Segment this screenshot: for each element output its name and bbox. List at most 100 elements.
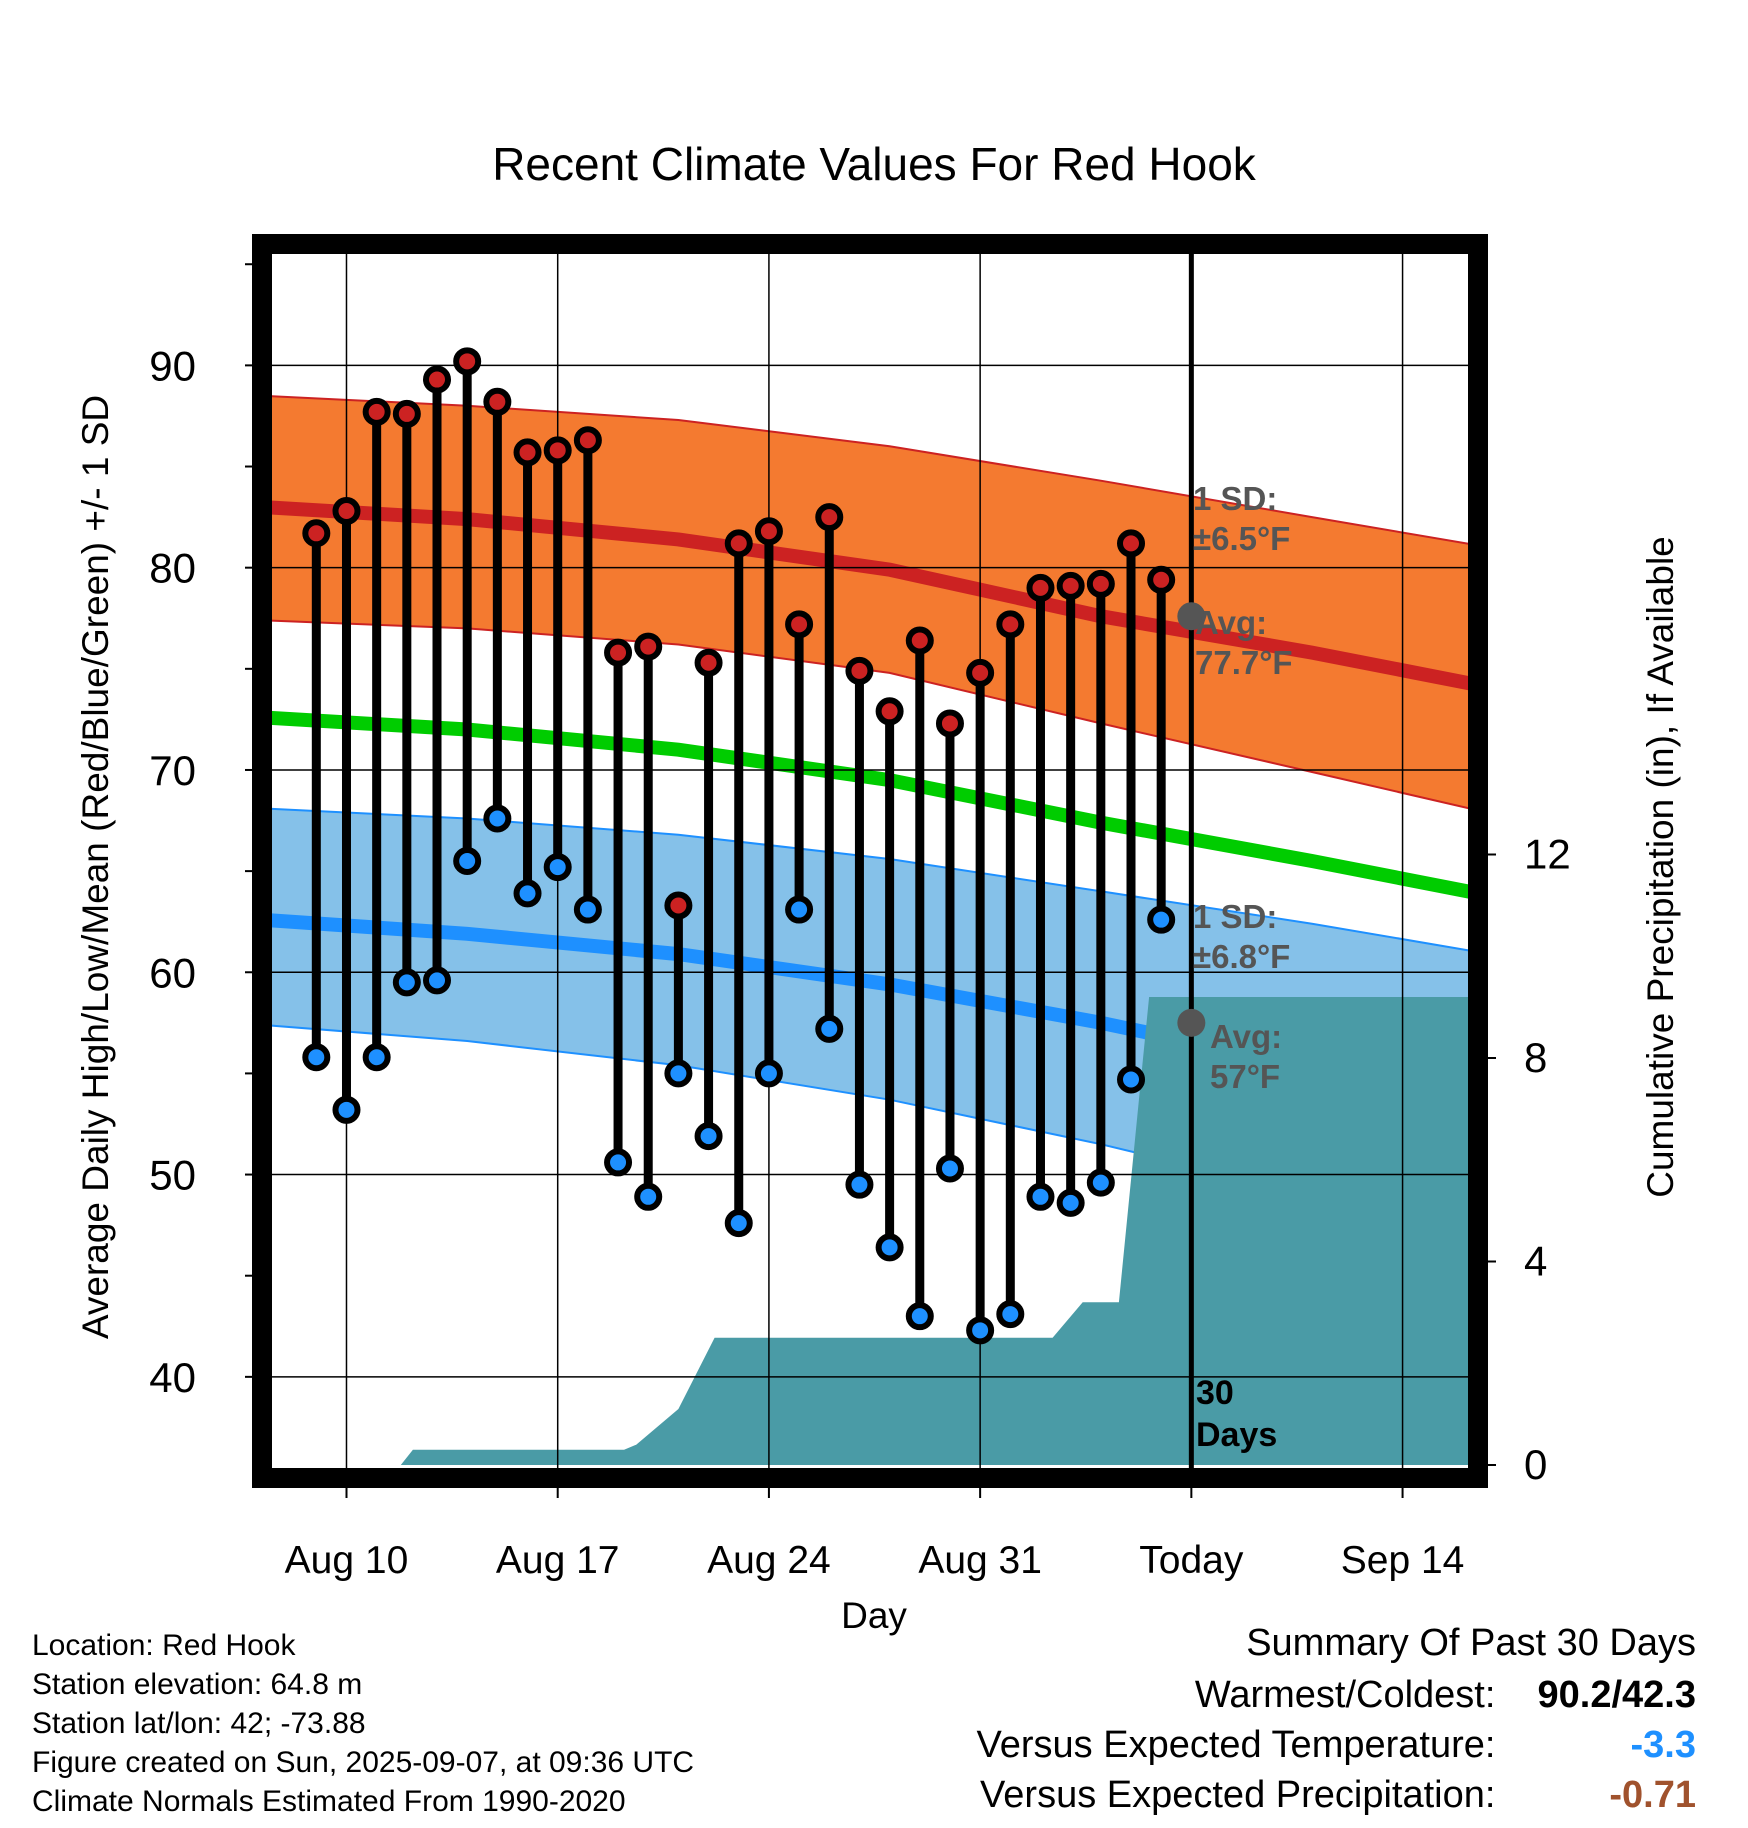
y-axis-label: Average Daily High/Low/Mean (Red/Blue/Gr…: [75, 395, 116, 1339]
summary-warm-cold: Warmest/Coldest: 90.2/42.3: [1195, 1674, 1696, 1717]
daily-high-point: [1147, 565, 1176, 594]
daily-high-point: [754, 517, 783, 546]
daily-low-point: [724, 1209, 753, 1238]
daily-high-point: [362, 397, 391, 426]
x-tick-label: Aug 10: [285, 1539, 409, 1582]
daily-low-point: [845, 1170, 874, 1199]
daily-low-point: [935, 1154, 964, 1183]
today-low-marker: [1177, 1008, 1206, 1037]
y-tick-label: 90: [149, 342, 196, 389]
daily-high-point: [1026, 573, 1055, 602]
latlon-text: Station lat/lon: 42; -73.88: [32, 1707, 366, 1740]
low-sd-value: ±6.8°F: [1193, 938, 1290, 975]
y-tick-label: 80: [149, 545, 196, 592]
daily-high-point: [573, 426, 602, 455]
y2-tick-label: 8: [1524, 1034, 1547, 1081]
high-avg-label: Avg:: [1195, 604, 1267, 641]
y-tick-label: 40: [149, 1354, 196, 1401]
daily-high-point: [1056, 571, 1085, 600]
daily-high-point: [453, 347, 482, 376]
daily-low-point: [362, 1043, 391, 1072]
x-tick-label: Today: [1139, 1539, 1244, 1582]
daily-low-point: [604, 1148, 633, 1177]
x-tick-label: Aug 24: [707, 1539, 831, 1582]
x-tick-label: Aug 17: [496, 1539, 620, 1582]
y2-tick-label: 4: [1524, 1238, 1547, 1285]
summary-precipitation: Versus Expected Precipitation: -0.71: [980, 1774, 1696, 1817]
daily-high-point: [996, 610, 1025, 639]
daily-high-point: [694, 648, 723, 677]
days-count-label: 30: [1196, 1374, 1234, 1412]
daily-low-point: [483, 804, 512, 833]
high-sd-label: 1 SD:: [1193, 480, 1277, 517]
daily-low-point: [423, 966, 452, 995]
daily-low-point: [302, 1043, 331, 1072]
daily-high-point: [634, 632, 663, 661]
daily-high-point: [483, 387, 512, 416]
daily-high-point: [513, 438, 542, 467]
daily-low-point: [754, 1059, 783, 1088]
created-text: Figure created on Sun, 2025-09-07, at 09…: [32, 1746, 695, 1779]
daily-high-point: [604, 638, 633, 667]
daily-high-point: [935, 709, 964, 738]
daily-high-point: [302, 519, 331, 548]
normals-text: Climate Normals Estimated From 1990-2020: [32, 1785, 626, 1818]
high-sd-band: [262, 395, 1478, 811]
low-avg-value: 57°F: [1210, 1058, 1280, 1095]
daily-high-point: [392, 399, 421, 428]
daily-high-point: [664, 891, 693, 920]
days-word-label: Days: [1196, 1416, 1277, 1454]
daily-high-point: [543, 436, 572, 465]
x-tick-label: Sep 14: [1341, 1539, 1465, 1582]
daily-high-point: [875, 697, 904, 726]
daily-low-point: [996, 1300, 1025, 1329]
precip-value: -0.71: [1609, 1774, 1696, 1816]
daily-low-point: [1086, 1168, 1115, 1197]
daily-low-point: [905, 1302, 934, 1331]
daily-low-point: [332, 1095, 361, 1124]
daily-low-point: [543, 853, 572, 882]
daily-low-point: [573, 895, 602, 924]
y-tick-label: 70: [149, 747, 196, 794]
today-high-marker: [1177, 602, 1206, 631]
precip-area: [262, 997, 1478, 1465]
daily-high-point: [966, 658, 995, 687]
x-axis-label: Day: [841, 1595, 907, 1636]
elevation-text: Station elevation: 64.8 m: [32, 1668, 363, 1701]
daily-low-point: [1026, 1182, 1055, 1211]
y2-axis-label: Cumulative Precipitation (in), If Availa…: [1640, 536, 1681, 1198]
daily-low-point: [1117, 1065, 1146, 1094]
daily-low-point: [634, 1182, 663, 1211]
daily-high-point: [785, 610, 814, 639]
summary-temperature: Versus Expected Temperature: -3.3: [977, 1724, 1696, 1767]
daily-high-point: [1117, 529, 1146, 558]
x-tick-label: Aug 31: [918, 1539, 1042, 1582]
daily-low-point: [785, 895, 814, 924]
daily-low-point: [875, 1233, 904, 1262]
daily-high-point: [332, 497, 361, 526]
warm-cold-value: 90.2/42.3: [1537, 1674, 1696, 1716]
daily-low-point: [694, 1122, 723, 1151]
daily-low-point: [815, 1014, 844, 1043]
daily-low-point: [453, 847, 482, 875]
y-tick-label: 50: [149, 1152, 196, 1199]
y-tick-label: 60: [149, 949, 196, 996]
y2-tick-label: 0: [1524, 1441, 1547, 1488]
high-avg-value: 77.7°F: [1195, 644, 1293, 681]
daily-low-point: [1147, 905, 1176, 934]
high-sd-value: ±6.5°F: [1193, 520, 1290, 557]
summary-title: Summary Of Past 30 Days: [1246, 1622, 1696, 1664]
daily-low-point: [513, 879, 542, 908]
daily-low-point: [966, 1316, 995, 1345]
daily-high-point: [1086, 569, 1115, 598]
warm-cold-label: Warmest/Coldest:: [1194, 1674, 1496, 1716]
station-info: Location: Red Hook Station elevation: 64…: [32, 1626, 694, 1821]
low-sd-label: 1 SD:: [1193, 898, 1277, 935]
chart-title: Recent Climate Values For Red Hook: [492, 138, 1257, 190]
daily-low-point: [392, 968, 421, 997]
location-text: Location: Red Hook: [32, 1629, 296, 1662]
daily-low-point: [664, 1059, 693, 1088]
temp-value: -3.3: [1630, 1724, 1696, 1766]
daily-high-point: [423, 365, 452, 394]
